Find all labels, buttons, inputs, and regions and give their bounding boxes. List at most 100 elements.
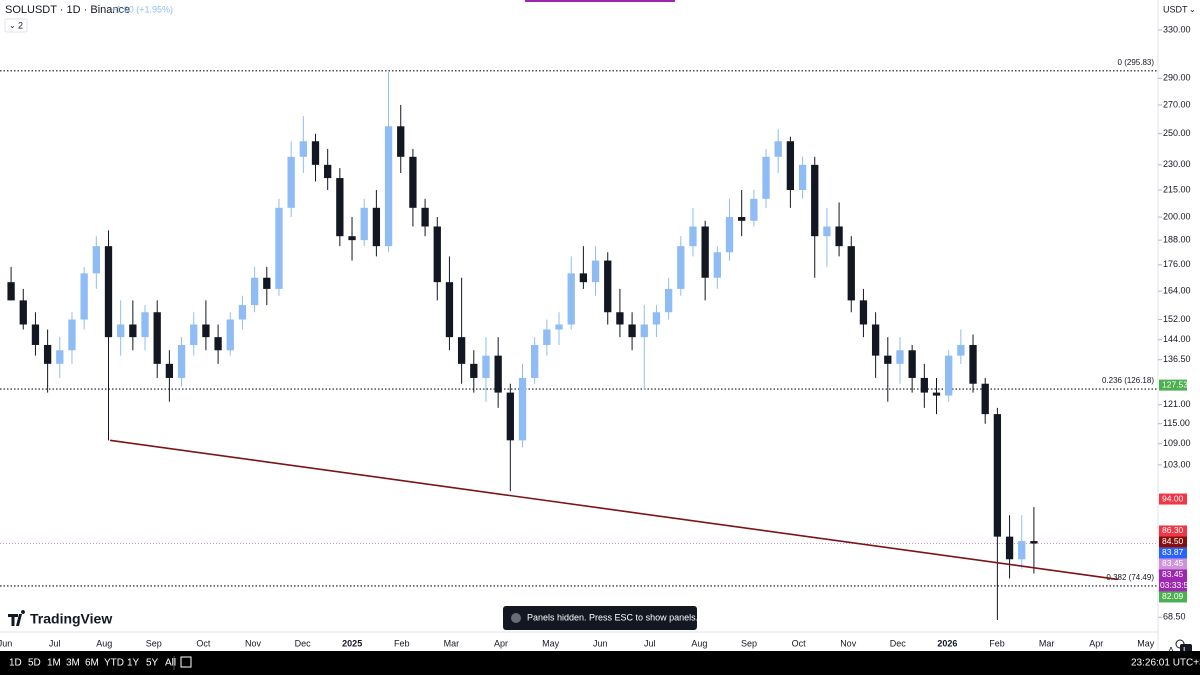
candle-body xyxy=(701,226,709,278)
top-accent xyxy=(525,0,675,2)
y-tick-label: 109.00 xyxy=(1163,438,1191,448)
clock: 23:26:01 UTC+3 xyxy=(1131,658,1200,669)
x-tick-label: Sep xyxy=(146,638,162,648)
candle-body xyxy=(421,207,429,227)
plot: 0 (295.83) 0.236 (126.18) 0.382 (74.49) xyxy=(0,29,1162,620)
range-button[interactable]: YTD xyxy=(104,658,124,669)
candle-body xyxy=(969,344,977,384)
x-tick-label: 2026 xyxy=(937,638,957,648)
candle-body xyxy=(141,312,149,338)
settings-icon[interactable] xyxy=(1175,639,1185,649)
y-tick-label: 250.00 xyxy=(1163,128,1191,138)
candle-body xyxy=(80,273,88,320)
x-tick-label: May xyxy=(542,638,560,648)
candle-body xyxy=(871,324,880,356)
candle-body xyxy=(360,207,368,241)
candle-body xyxy=(713,252,721,278)
toast-icon xyxy=(511,613,521,623)
candle-body xyxy=(43,344,52,364)
candle-body xyxy=(445,282,454,338)
range-button[interactable]: 1D xyxy=(9,658,22,669)
candle-body xyxy=(470,363,478,378)
x-tick-label: Nov xyxy=(840,638,857,648)
candle-body xyxy=(677,246,685,289)
x-tick-label: Feb xyxy=(989,638,1005,648)
candle-body xyxy=(226,319,234,351)
candle-body xyxy=(920,377,928,393)
toast-text: Panels hidden. Press ESC to show panels. xyxy=(527,612,698,622)
candle-body xyxy=(348,236,356,241)
range-button[interactable]: 3M xyxy=(66,658,80,669)
candle-body xyxy=(299,141,307,157)
candle-body xyxy=(250,277,259,306)
bottom-toolbar xyxy=(0,651,1200,675)
x-tick-label: Aug xyxy=(96,638,112,648)
price-badge xyxy=(1159,558,1187,570)
price-badge-label: 84.50 xyxy=(1162,536,1184,546)
candle-body xyxy=(104,246,113,338)
y-tick-label: 115.00 xyxy=(1163,418,1190,428)
x-tick-label: Sep xyxy=(741,638,757,648)
candle-body xyxy=(896,350,904,364)
candle-body xyxy=(263,277,271,289)
candle-body xyxy=(847,246,855,301)
candle-body xyxy=(238,305,247,320)
price-badge xyxy=(1159,591,1187,603)
x-tick-label: Dec xyxy=(890,638,907,648)
range-button[interactable]: All xyxy=(165,658,176,669)
x-tick-label: Dec xyxy=(295,638,312,648)
scale-log-label: L xyxy=(1183,645,1188,655)
toast-box xyxy=(503,606,697,630)
price-badge-label: 86.30 xyxy=(1162,525,1184,535)
range-button[interactable]: 5Y xyxy=(146,658,159,669)
price-badge-timer: 03:33:59 xyxy=(1160,580,1193,590)
candle-body xyxy=(494,355,502,393)
candle-body xyxy=(604,260,612,313)
toast: Panels hidden. Press ESC to show panels. xyxy=(503,606,698,630)
x-tick-label: 2025 xyxy=(342,638,362,648)
candle-body xyxy=(652,312,661,325)
x-tick-label: Aug xyxy=(691,638,707,648)
range-button[interactable]: 5D xyxy=(28,658,41,669)
y-tick-label: 330.00 xyxy=(1163,24,1191,34)
candle-body xyxy=(725,217,734,253)
candle-body xyxy=(165,363,174,378)
candle-body xyxy=(190,324,198,345)
candle-body xyxy=(56,350,64,364)
candle-body xyxy=(506,392,514,441)
currency-label[interactable]: USDT xyxy=(1163,4,1188,14)
candle-body xyxy=(177,344,186,378)
x-tick-label: Oct xyxy=(792,638,807,648)
y-tick-label: 215.00 xyxy=(1163,184,1191,194)
range-button[interactable]: 6M xyxy=(85,658,99,669)
indicator-toggle[interactable] xyxy=(4,18,28,33)
candle-body xyxy=(409,156,417,208)
candle-body xyxy=(932,392,941,396)
candle-body xyxy=(531,344,539,378)
candle-body xyxy=(798,164,807,191)
candle-body xyxy=(567,273,575,325)
range-button[interactable]: 1M xyxy=(47,658,61,669)
y-tick-label: 103.00 xyxy=(1163,459,1191,469)
candle-body xyxy=(1018,541,1026,560)
price-badge xyxy=(1159,493,1187,505)
trendline xyxy=(109,439,1119,581)
x-tick-label: May xyxy=(1137,638,1155,648)
candle-body xyxy=(689,226,697,247)
candle-body xyxy=(628,324,636,338)
range-button[interactable]: 1Y xyxy=(127,658,140,669)
candle-body xyxy=(117,324,125,338)
y-tick-label: 290.00 xyxy=(1163,73,1191,83)
candle-body xyxy=(129,324,137,338)
candle-body xyxy=(664,288,673,313)
candle-body xyxy=(68,319,76,351)
y-tick-label: 164.00 xyxy=(1163,286,1191,296)
x-tick-label: Jun xyxy=(593,638,608,648)
indicator-chevron: ⌄ xyxy=(9,21,16,30)
date-range-icon[interactable] xyxy=(180,656,192,668)
candle-body xyxy=(811,164,819,237)
x-tick-label: Jul xyxy=(49,638,61,648)
candle-body xyxy=(555,324,563,330)
candle-body xyxy=(311,141,320,165)
